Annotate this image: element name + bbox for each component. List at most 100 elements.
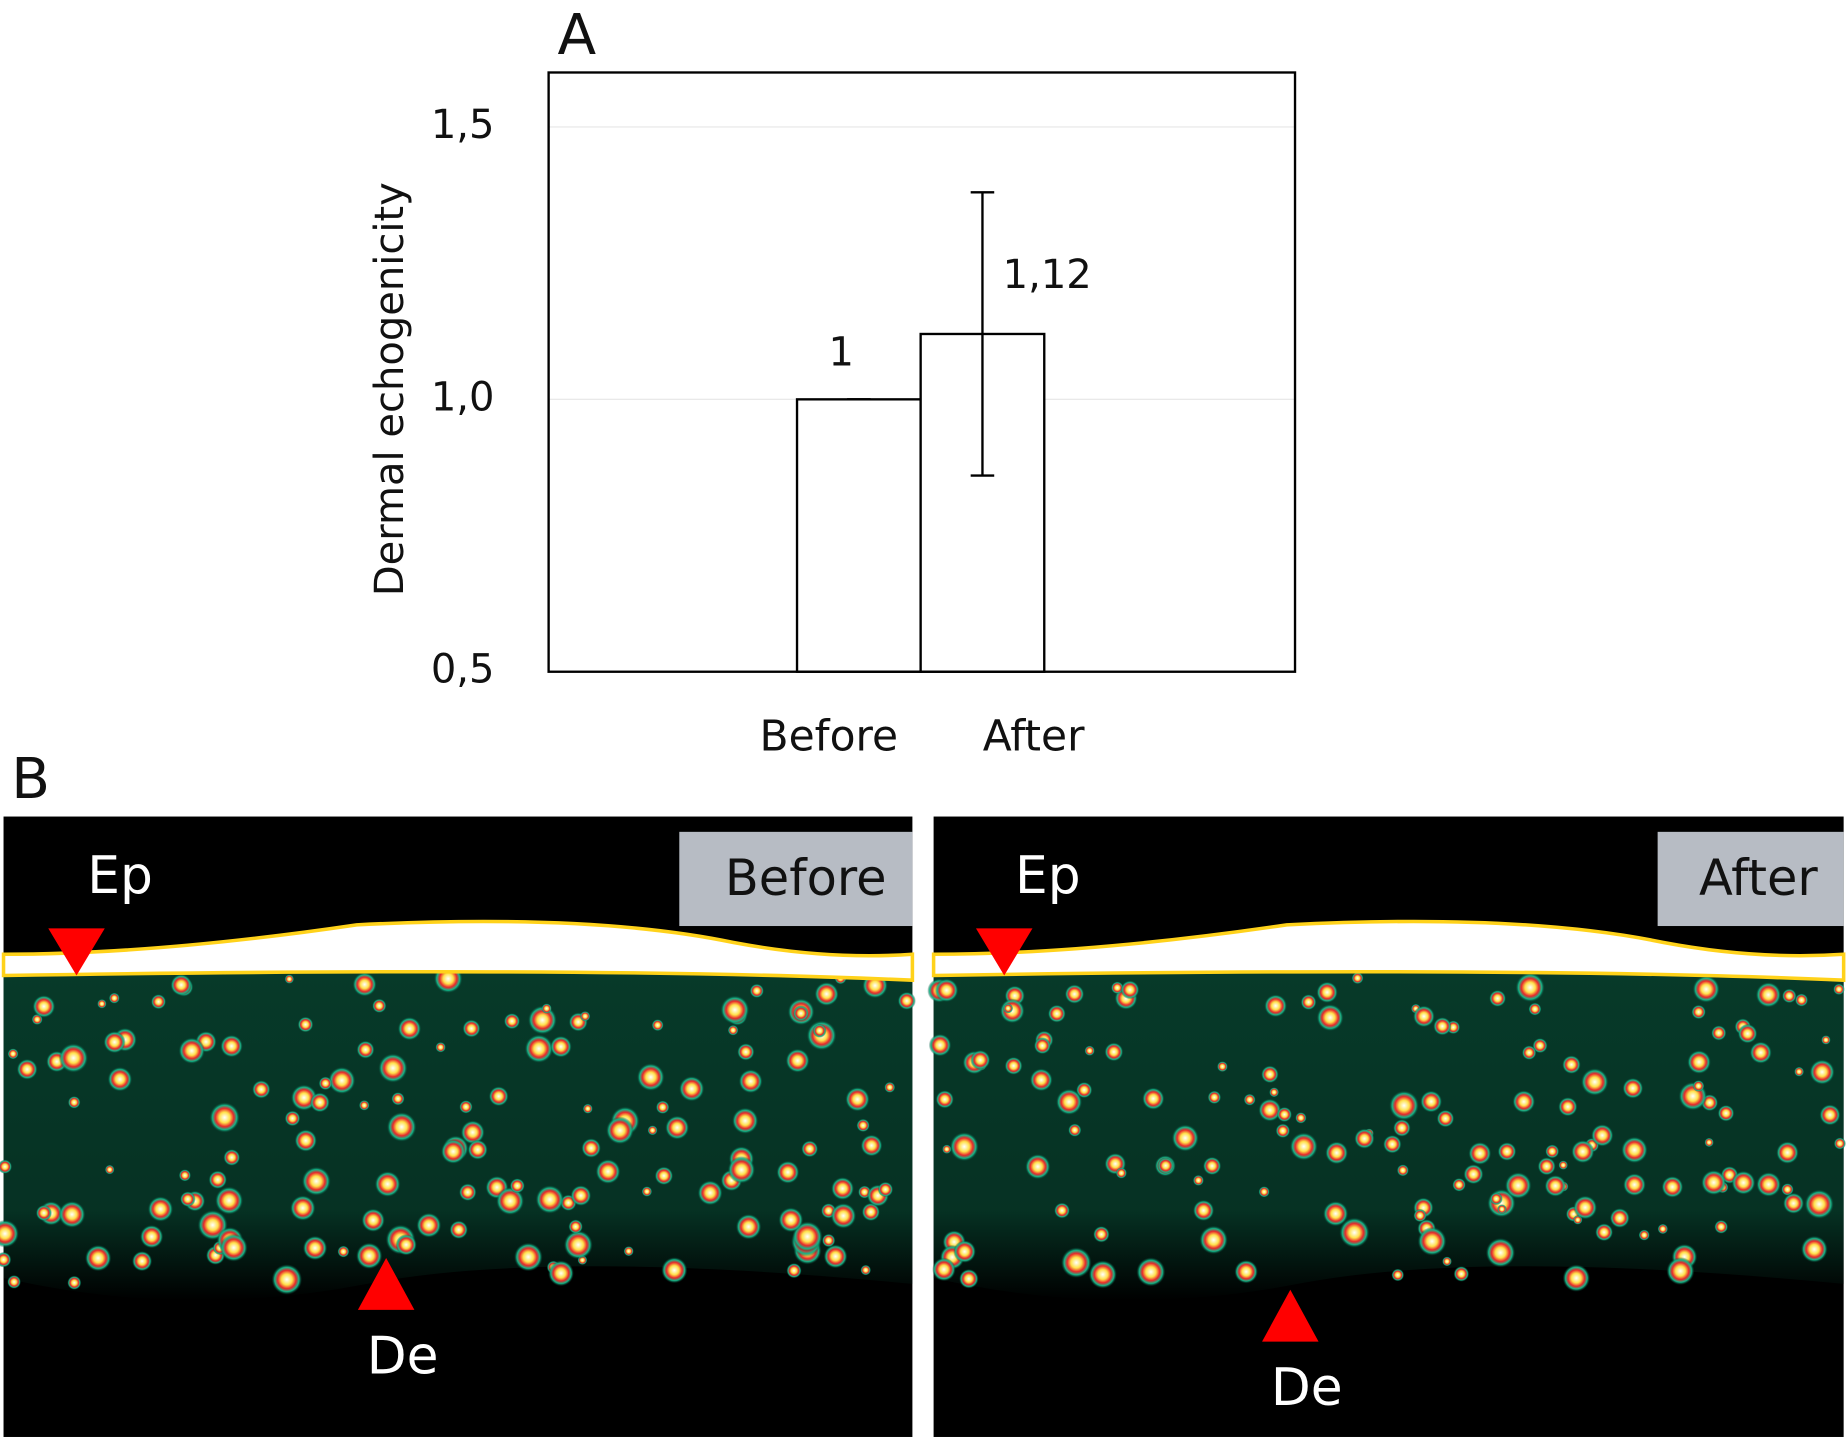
speckle: [496, 1187, 525, 1216]
speckle: [514, 1242, 543, 1272]
speckle: [219, 1233, 248, 1262]
speckle: [1142, 1087, 1165, 1110]
speckle: [732, 1107, 759, 1134]
speckle: [294, 1129, 318, 1152]
speckle: [318, 1076, 333, 1091]
marker-label: De: [367, 1326, 439, 1386]
speckle: [1275, 1123, 1291, 1139]
speckle: [503, 1013, 521, 1030]
speckle: [568, 1219, 583, 1234]
error-bar: [970, 191, 995, 477]
speckle: [942, 1144, 952, 1154]
speckle: [821, 1233, 836, 1248]
speckle: [1609, 1208, 1630, 1228]
speckle: [524, 1034, 554, 1063]
speckle: [735, 1213, 762, 1240]
speckle: [150, 994, 167, 1010]
speckle: [1687, 1050, 1711, 1074]
speckle: [1316, 981, 1338, 1004]
epidermis-marker: [48, 928, 105, 976]
speckle: [641, 1186, 653, 1197]
speckle: [801, 1140, 819, 1158]
speckle: [897, 991, 916, 1010]
speckle: [860, 1134, 883, 1157]
speckle: [953, 1240, 976, 1263]
speckle: [1171, 1124, 1199, 1152]
speckle: [1396, 1164, 1409, 1177]
speckle: [170, 974, 193, 996]
speckle: [1136, 1257, 1166, 1287]
speckle: [1351, 972, 1364, 985]
speckle: [1157, 1157, 1175, 1175]
speckle: [792, 1005, 809, 1022]
speckle: [1068, 1123, 1082, 1137]
speckle: [1621, 1136, 1648, 1164]
speckle: [1442, 1256, 1452, 1267]
y-tick-label: 1,0: [431, 374, 495, 420]
speckle: [1120, 980, 1140, 1000]
speckle: [271, 1264, 303, 1295]
speckle: [1804, 1189, 1834, 1219]
speckle: [812, 1023, 827, 1038]
speckle: [1497, 1142, 1517, 1161]
speckle: [1269, 1087, 1280, 1098]
speckle: [7, 1048, 19, 1060]
y-tick-label: 1,5: [431, 102, 495, 148]
speckle: [776, 1160, 800, 1184]
plot-area: [548, 126, 1296, 673]
speckle: [1088, 1260, 1117, 1289]
speckle: [180, 1191, 196, 1207]
speckle: [0, 1219, 19, 1248]
plot-frame: [547, 71, 1297, 673]
speckle: [309, 1092, 330, 1113]
speckle: [1821, 1035, 1831, 1045]
speckle: [459, 1100, 473, 1114]
speckle: [1755, 982, 1782, 1008]
speckle: [697, 1180, 723, 1206]
speckle: [1809, 1059, 1835, 1085]
speckle: [131, 1251, 153, 1272]
speckle: [830, 1203, 857, 1229]
label-box: [679, 831, 913, 927]
speckle: [467, 1139, 488, 1160]
speckle: [1025, 1153, 1051, 1180]
speckle: [1199, 1225, 1228, 1255]
speckle: [1325, 1141, 1349, 1165]
speckle: [416, 1212, 442, 1238]
speckle: [1701, 1169, 1727, 1196]
speckle: [1261, 1065, 1279, 1084]
speckle: [0, 1251, 12, 1268]
speckle: [337, 1245, 350, 1258]
speckle: [356, 1242, 383, 1269]
epidermis-band: [931, 919, 1846, 983]
speckle: [1692, 1080, 1705, 1092]
marker-label: Ep: [1015, 846, 1081, 906]
speckle: [679, 1076, 705, 1102]
speckle: [1692, 975, 1720, 1003]
dermis-region: [3, 940, 913, 1301]
marker-label: Ep: [87, 846, 153, 906]
speckle: [1004, 1056, 1023, 1075]
speckle: [1264, 994, 1288, 1018]
speckle: [1794, 993, 1809, 1007]
speckle: [1528, 1002, 1542, 1016]
speckle: [35, 1204, 52, 1222]
speckle: [932, 1257, 956, 1282]
speckle: [884, 1081, 896, 1093]
speckle: [391, 1092, 405, 1106]
speckle: [1800, 1235, 1828, 1263]
speckle: [58, 1043, 89, 1073]
speckle: [147, 1196, 174, 1222]
speckle: [1463, 1164, 1484, 1185]
speckle: [32, 995, 56, 1018]
speckle: [959, 1269, 979, 1289]
speckle: [727, 1156, 756, 1184]
speckle: [1717, 1104, 1735, 1122]
speckle: [582, 1103, 593, 1114]
speckle: [1354, 1128, 1375, 1149]
speckle: [1054, 1202, 1070, 1219]
speckle: [1033, 1037, 1051, 1055]
speckle: [1562, 1264, 1590, 1292]
speckle: [1558, 1160, 1569, 1170]
